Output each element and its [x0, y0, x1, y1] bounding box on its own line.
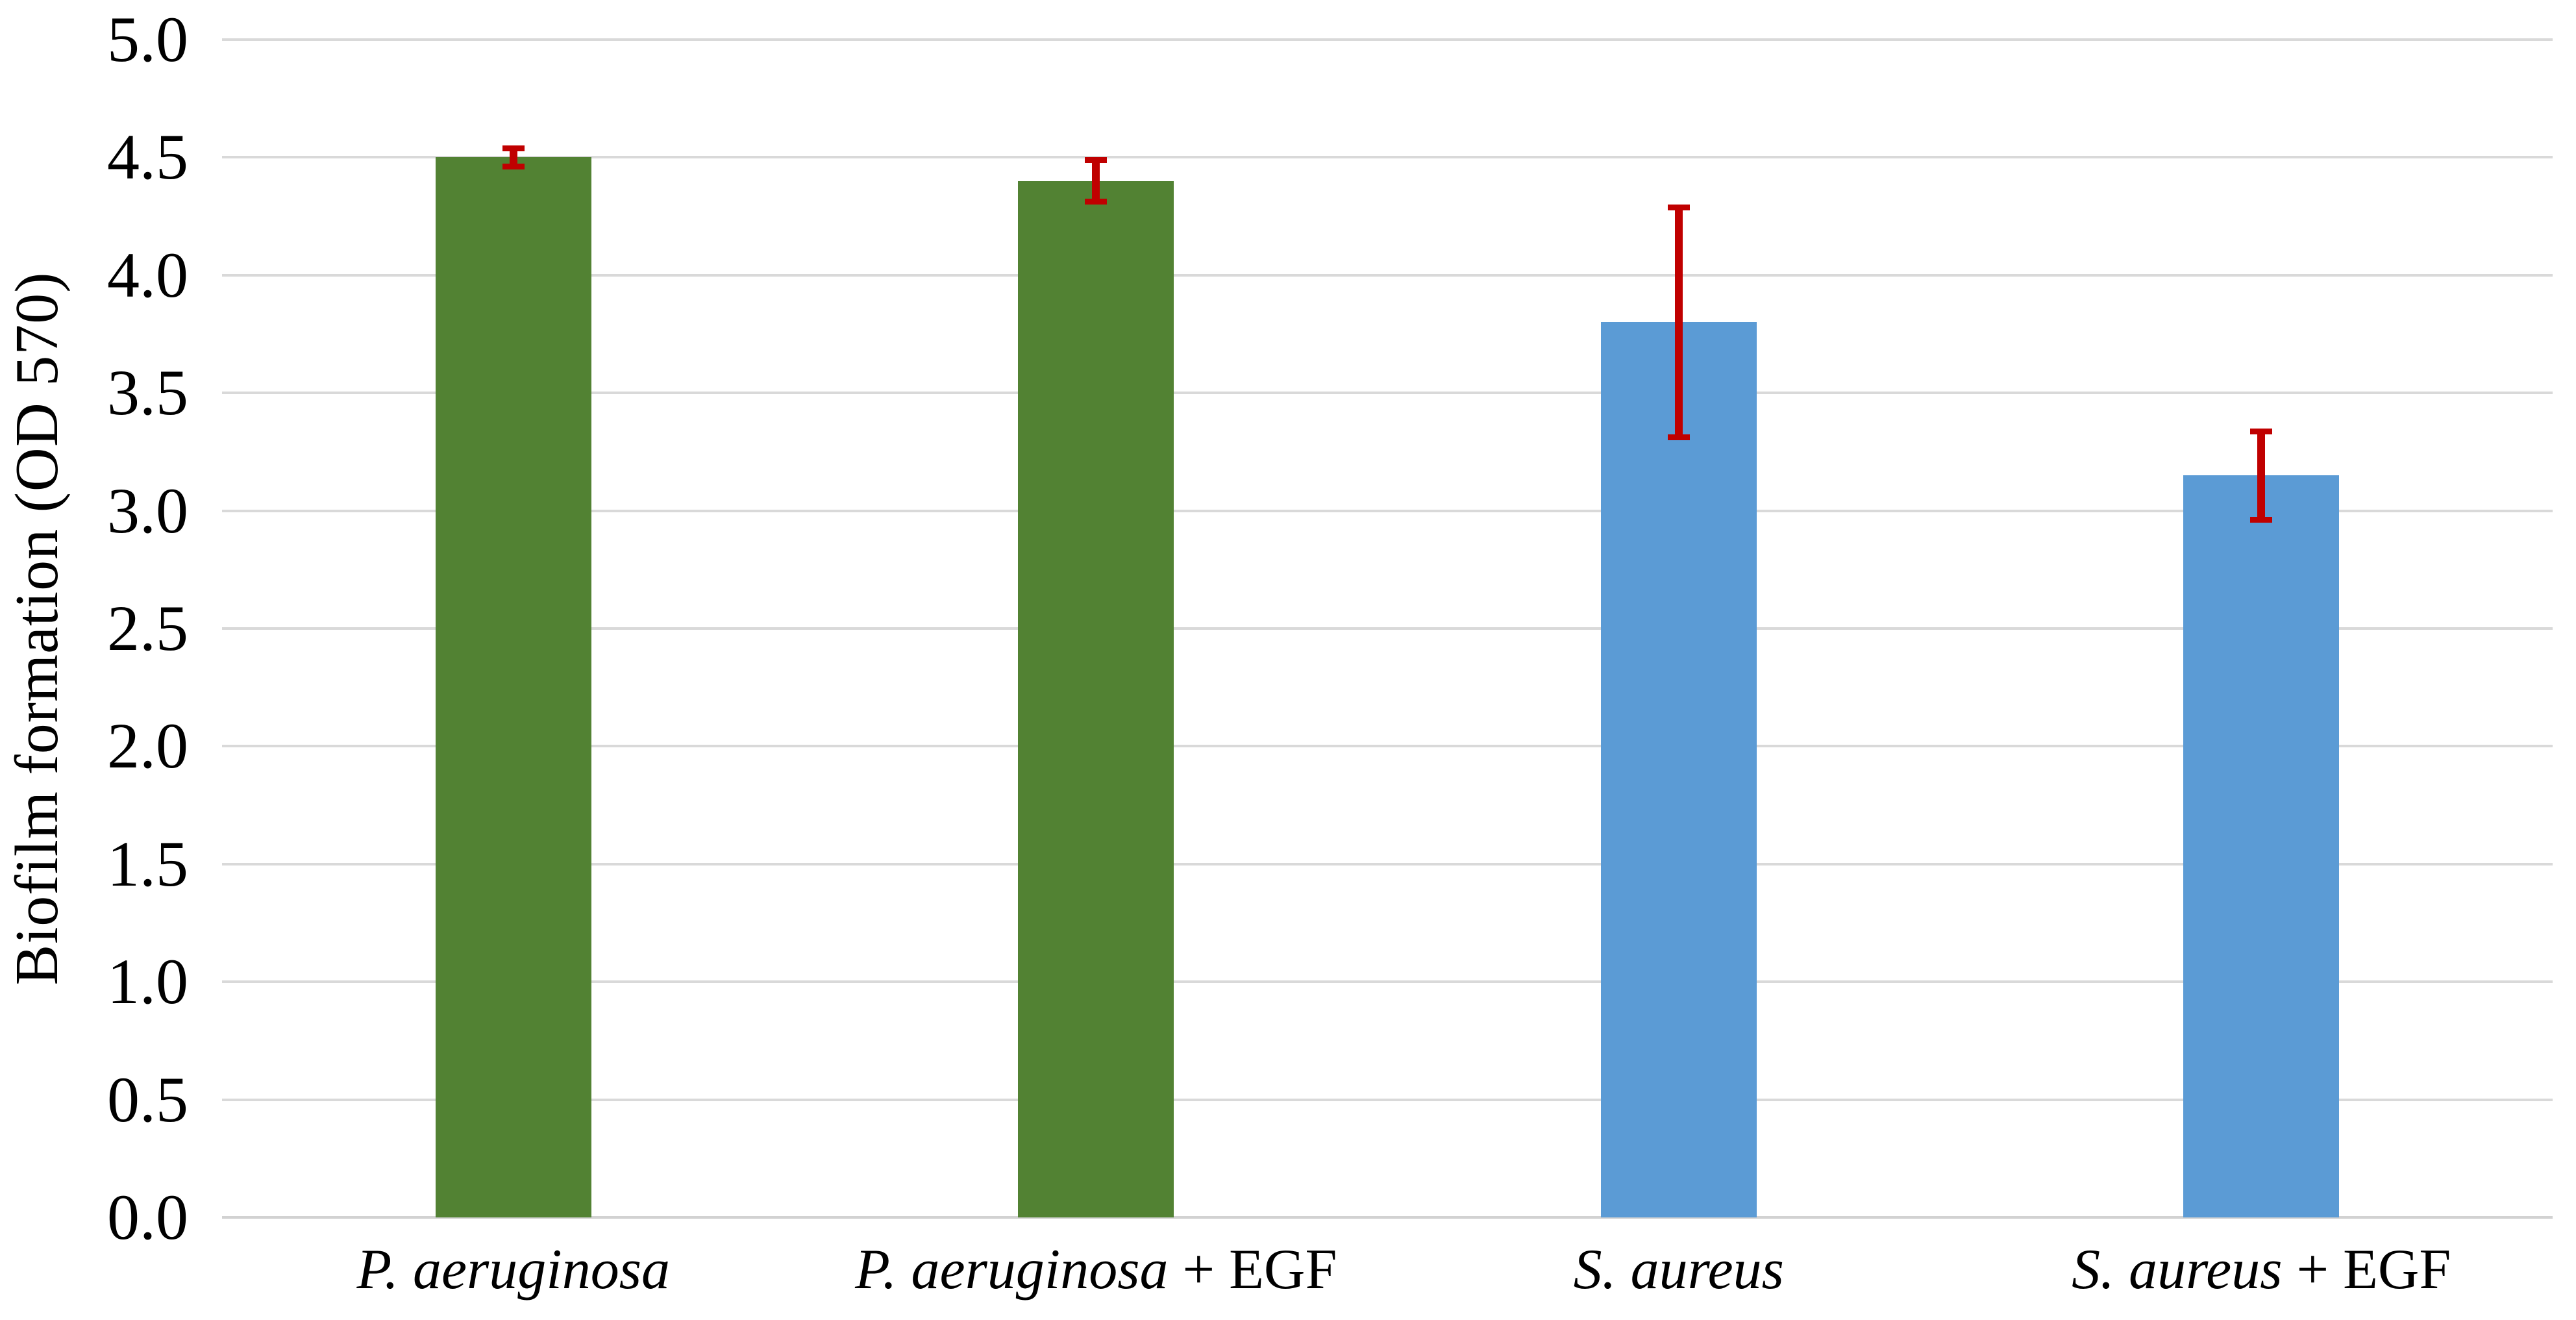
error-bar-cap-top: [1085, 157, 1108, 164]
gridline: [222, 745, 2553, 748]
bar: [435, 157, 591, 1217]
y-tick-label: 0.0: [107, 1181, 188, 1253]
y-axis-title: Biofilm formation (OD 570): [3, 271, 71, 986]
x-axis-line: [222, 1216, 2553, 1219]
plot-area: 0.0 0.5 1.0 1.5 2.0 2.5 3.0 3.5 4.0 4.5 5.0: [107, 7, 2553, 1250]
y-tick-label: 2.0: [107, 710, 188, 782]
error-bar-cap-bottom: [1085, 198, 1108, 205]
bar: [1018, 181, 1174, 1217]
error-bar-stem: [1674, 204, 1683, 440]
x-axis-labels: P. aeruginosa P. aeruginosa + EGF S. aureu…: [222, 1236, 2553, 1304]
error-bar-cap-top: [2250, 428, 2273, 434]
gridline: [222, 156, 2553, 159]
y-tick-label: 1.5: [107, 827, 188, 900]
category-slot: [222, 40, 805, 1217]
y-tick-label: 3.0: [107, 474, 188, 547]
bar: [2183, 475, 2340, 1217]
x-category-label: S. aureus: [1387, 1236, 1970, 1304]
species-name: P. aeruginosa: [855, 1238, 1169, 1301]
gridline: [222, 862, 2553, 865]
category-slot: [1970, 40, 2553, 1217]
gridline: [222, 627, 2553, 630]
y-tick-label: 2.5: [107, 592, 188, 664]
gridline: [222, 38, 2553, 41]
y-tick-label: 4.5: [107, 121, 188, 193]
species-name: P. aeruginosa: [356, 1238, 670, 1301]
category-slot: [1387, 40, 1970, 1217]
y-tick-label: 4.0: [107, 238, 188, 311]
error-bar-stem: [509, 145, 517, 169]
error-bar: [1085, 157, 1108, 205]
bar: [1600, 322, 1757, 1217]
y-tick-label: 3.5: [107, 356, 188, 429]
species-name: S. aureus: [2072, 1238, 2283, 1301]
gridline: [222, 980, 2553, 984]
gridline: [222, 392, 2553, 395]
error-bar: [502, 145, 525, 169]
gridline: [222, 273, 2553, 277]
error-bar-stem: [2257, 428, 2266, 523]
egf-suffix: + EGF: [2282, 1238, 2451, 1301]
error-bar: [2250, 428, 2273, 523]
category-slot: [805, 40, 1388, 1217]
y-tick-label: 1.0: [107, 945, 188, 1018]
egf-suffix: + EGF: [1168, 1238, 1337, 1301]
error-bar-cap-top: [502, 145, 525, 152]
gridline: [222, 1098, 2553, 1101]
error-bar-cap-top: [1667, 204, 1690, 210]
x-category-label: P. aeruginosa: [222, 1236, 805, 1304]
error-bar-stem: [1092, 157, 1100, 205]
x-category-label: S. aureus + EGF: [1970, 1236, 2553, 1304]
error-bar: [1667, 204, 1690, 440]
y-tick-label: 0.5: [107, 1063, 188, 1136]
error-bar-cap-bottom: [502, 163, 525, 169]
error-bar-cap-bottom: [2250, 516, 2273, 523]
gridline: [222, 509, 2553, 512]
species-name: S. aureus: [1573, 1238, 1784, 1301]
bars-layer: [222, 40, 2553, 1217]
y-tick-label: 5.0: [107, 3, 188, 75]
x-category-label: P. aeruginosa + EGF: [805, 1236, 1388, 1304]
error-bar-cap-bottom: [1667, 434, 1690, 440]
